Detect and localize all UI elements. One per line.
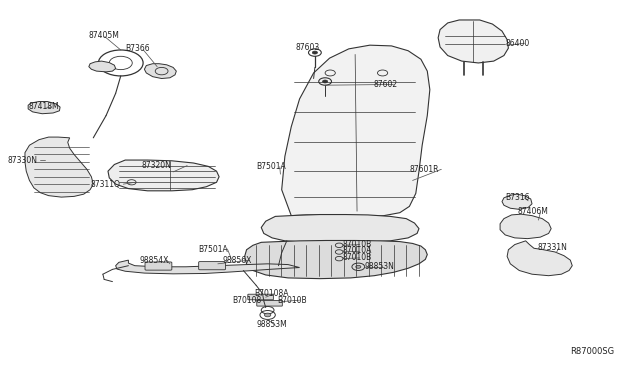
- Text: 87603: 87603: [296, 42, 320, 51]
- Circle shape: [323, 80, 328, 83]
- Polygon shape: [108, 160, 219, 191]
- Text: 98853M: 98853M: [256, 321, 287, 330]
- Text: B7366: B7366: [125, 44, 150, 53]
- Polygon shape: [25, 137, 93, 197]
- FancyBboxPatch shape: [248, 294, 273, 300]
- FancyBboxPatch shape: [257, 301, 282, 306]
- Text: B70108: B70108: [232, 296, 262, 305]
- Polygon shape: [116, 260, 300, 274]
- Text: R87000SG: R87000SG: [570, 347, 614, 356]
- Text: B7010B: B7010B: [277, 296, 307, 305]
- Polygon shape: [507, 241, 572, 276]
- Polygon shape: [28, 102, 60, 114]
- Polygon shape: [500, 214, 551, 238]
- Polygon shape: [502, 194, 532, 209]
- Text: 87418M: 87418M: [28, 102, 59, 111]
- Polygon shape: [244, 240, 428, 279]
- Text: B7501A: B7501A: [198, 244, 228, 253]
- Polygon shape: [438, 20, 508, 63]
- Polygon shape: [145, 64, 176, 78]
- Text: 87405M: 87405M: [89, 31, 120, 41]
- Text: 98854X: 98854X: [140, 256, 170, 264]
- Text: 87010B: 87010B: [342, 253, 372, 262]
- Text: 87331N: 87331N: [537, 243, 567, 251]
- Text: 87601R: 87601R: [410, 165, 439, 174]
- Text: 87010B: 87010B: [342, 240, 372, 249]
- Text: 87330N: 87330N: [7, 155, 37, 164]
- Text: B7316: B7316: [505, 193, 530, 202]
- Polygon shape: [89, 61, 116, 72]
- Text: B7501A: B7501A: [256, 162, 286, 171]
- Text: 98856X: 98856X: [223, 256, 252, 264]
- Polygon shape: [261, 215, 419, 243]
- Text: 87602: 87602: [373, 80, 397, 89]
- Text: 87010A: 87010A: [342, 246, 372, 255]
- Polygon shape: [282, 45, 430, 217]
- Text: 86400: 86400: [505, 39, 529, 48]
- Circle shape: [312, 51, 317, 54]
- Text: 87311Q: 87311Q: [90, 180, 120, 189]
- Text: 87320N: 87320N: [141, 161, 171, 170]
- Text: 98853N: 98853N: [365, 262, 395, 271]
- Text: B70108A: B70108A: [254, 289, 289, 298]
- Circle shape: [356, 265, 361, 268]
- FancyBboxPatch shape: [145, 262, 172, 270]
- FancyBboxPatch shape: [198, 262, 225, 270]
- Text: 87406M: 87406M: [518, 208, 549, 217]
- Circle shape: [264, 313, 271, 317]
